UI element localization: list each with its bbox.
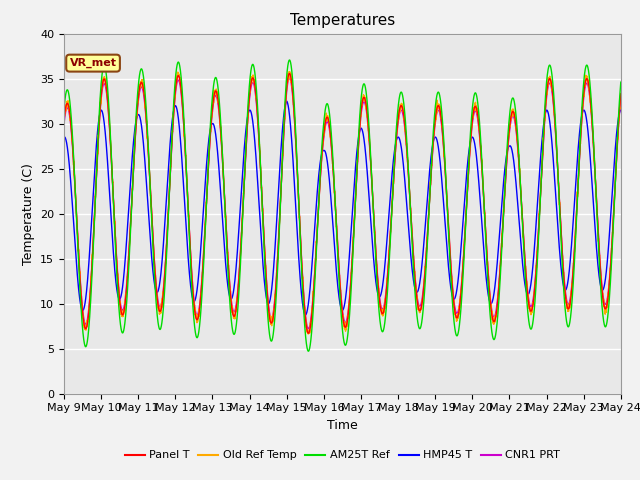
HMP45 T (468, 135, 476, 141)
Line: CNR1 PRT: CNR1 PRT (64, 78, 621, 329)
Panel T (322, 117, 330, 122)
Old Ref Temp (322, 119, 330, 124)
AM25T Ref (322, 104, 330, 109)
Text: VR_met: VR_met (70, 58, 116, 68)
CNR1 PRT (305, 326, 312, 332)
AM25T Ref (60, 106, 68, 112)
Panel T (617, 91, 625, 96)
HMP45 T (322, 151, 330, 156)
CNR1 PRT (616, 100, 624, 106)
AM25T Ref (616, 86, 624, 92)
Line: Old Ref Temp: Old Ref Temp (64, 72, 621, 334)
AM25T Ref (468, 117, 476, 122)
Old Ref Temp (468, 128, 476, 133)
Old Ref Temp (499, 224, 507, 229)
Old Ref Temp (436, 109, 444, 115)
Line: HMP45 T: HMP45 T (64, 101, 621, 315)
HMP45 T (616, 108, 624, 113)
AM25T Ref (499, 222, 507, 228)
Old Ref Temp (285, 69, 293, 74)
AM25T Ref (160, 296, 168, 302)
Title: Temperatures: Temperatures (290, 13, 395, 28)
AM25T Ref (617, 79, 625, 85)
AM25T Ref (436, 98, 444, 104)
Panel T (499, 219, 507, 225)
CNR1 PRT (499, 219, 507, 225)
HMP45 T (60, 134, 68, 140)
HMP45 T (436, 164, 444, 169)
HMP45 T (617, 107, 625, 113)
AM25T Ref (305, 348, 312, 354)
Old Ref Temp (617, 91, 625, 97)
CNR1 PRT (468, 130, 476, 136)
Panel T (468, 127, 476, 132)
Line: AM25T Ref: AM25T Ref (64, 60, 621, 351)
CNR1 PRT (322, 121, 330, 127)
HMP45 T (283, 98, 291, 104)
Y-axis label: Temperature (C): Temperature (C) (22, 163, 35, 264)
Old Ref Temp (616, 95, 624, 101)
CNR1 PRT (617, 95, 625, 100)
Panel T (305, 330, 312, 336)
CNR1 PRT (160, 278, 168, 284)
Old Ref Temp (60, 117, 68, 122)
CNR1 PRT (436, 115, 444, 120)
HMP45 T (301, 312, 309, 318)
AM25T Ref (285, 57, 293, 63)
Legend: Panel T, Old Ref Temp, AM25T Ref, HMP45 T, CNR1 PRT: Panel T, Old Ref Temp, AM25T Ref, HMP45 … (120, 446, 564, 465)
Panel T (616, 97, 624, 103)
Panel T (436, 110, 444, 116)
Old Ref Temp (160, 283, 168, 289)
Old Ref Temp (305, 331, 312, 337)
Line: Panel T: Panel T (64, 73, 621, 333)
X-axis label: Time: Time (327, 419, 358, 432)
HMP45 T (499, 186, 507, 192)
Panel T (285, 71, 293, 76)
CNR1 PRT (285, 75, 293, 81)
HMP45 T (160, 232, 168, 238)
CNR1 PRT (60, 121, 68, 127)
Panel T (60, 118, 68, 123)
Panel T (160, 282, 168, 288)
